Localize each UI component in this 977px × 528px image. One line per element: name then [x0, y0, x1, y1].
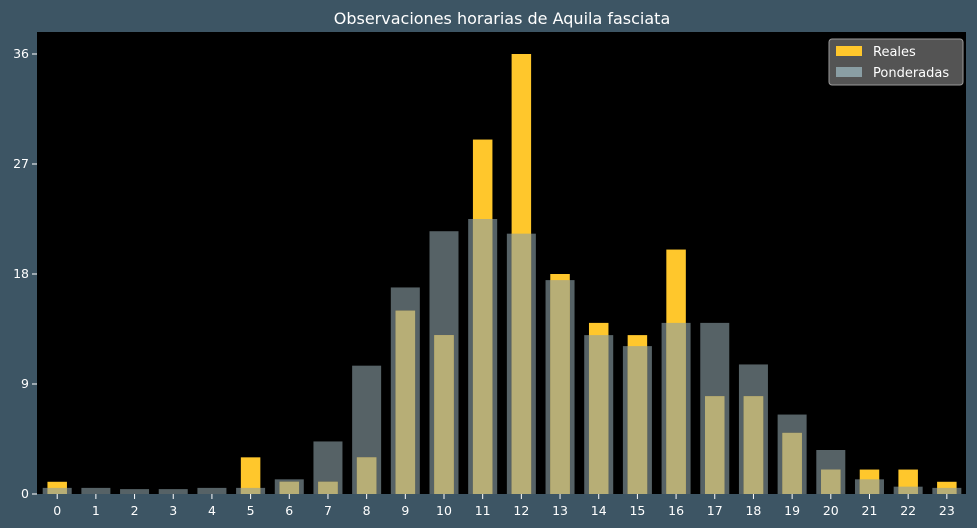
- bar-overlap-9: [395, 310, 416, 494]
- x-tick-label-0: 0: [53, 503, 61, 518]
- y-tick-label-18: 18: [13, 266, 29, 281]
- x-tick-label-2: 2: [131, 503, 139, 518]
- bar-overlap-18: [743, 396, 764, 494]
- bar-overlap-21: [859, 479, 880, 494]
- chart-title: Observaciones horarias de Aquila fasciat…: [334, 9, 671, 28]
- x-tick-label-9: 9: [401, 503, 409, 518]
- y-tick-label-27: 27: [13, 156, 29, 171]
- x-tick-label-16: 16: [668, 503, 684, 518]
- bar-overlap-15: [627, 346, 648, 494]
- x-tick-label-19: 19: [784, 503, 800, 518]
- bar-overlap-22: [898, 486, 918, 494]
- bar-overlap-6: [279, 481, 300, 494]
- x-tick-label-18: 18: [745, 503, 761, 518]
- bar-overlap-10: [434, 335, 454, 494]
- bar-ponderadas-4: [197, 487, 227, 494]
- plot-area: [37, 32, 966, 494]
- x-tick-label-15: 15: [629, 503, 645, 518]
- bar-overlap-5: [240, 487, 261, 494]
- x-tick-label-6: 6: [285, 503, 293, 518]
- y-tick-label-0: 0: [21, 486, 29, 501]
- bar-ponderadas-3: [158, 489, 188, 494]
- bars-layer: [42, 54, 962, 495]
- x-tick-label-8: 8: [363, 503, 371, 518]
- bar-overlap-8: [356, 457, 377, 494]
- bar-overlap-12: [511, 233, 532, 494]
- bar-overlap-16: [666, 322, 686, 494]
- x-tick-label-23: 23: [939, 503, 955, 518]
- x-tick-label-7: 7: [324, 503, 332, 518]
- bar-reales-5: [240, 457, 261, 494]
- x-tick-label-20: 20: [823, 503, 839, 518]
- x-tick-label-11: 11: [475, 503, 491, 518]
- bar-overlap-20: [821, 469, 841, 494]
- x-tick-label-21: 21: [862, 503, 878, 518]
- x-tick-label-3: 3: [169, 503, 177, 518]
- legend-label-ponderadas: Ponderadas: [873, 66, 949, 81]
- bar-overlap-7: [318, 481, 338, 494]
- y-tick-label-36: 36: [13, 46, 29, 61]
- bar-overlap-23: [937, 487, 957, 494]
- x-tick-label-14: 14: [591, 503, 607, 518]
- bar-ponderadas-2: [120, 489, 150, 494]
- bar-overlap-17: [705, 396, 725, 494]
- x-tick-label-1: 1: [92, 503, 100, 518]
- x-tick-label-12: 12: [513, 503, 529, 518]
- legend-swatch-reales: [836, 46, 862, 56]
- x-tick-label-22: 22: [900, 503, 916, 518]
- legend-label-reales: Reales: [873, 45, 916, 60]
- legend-box: [828, 38, 964, 86]
- x-tick-label-5: 5: [247, 503, 255, 518]
- bar-overlap-19: [782, 432, 802, 494]
- legend-swatch-ponderadas: [836, 67, 862, 77]
- bar-overlap-13: [550, 280, 570, 494]
- bar-ponderadas-1: [81, 487, 111, 494]
- bar-overlap-14: [588, 335, 609, 494]
- bar-overlap-11: [472, 219, 493, 494]
- legend: Reales Ponderadas: [828, 38, 964, 86]
- y-tick-label-9: 9: [21, 376, 29, 391]
- x-tick-label-10: 10: [436, 503, 452, 518]
- bar-overlap-0: [47, 487, 67, 494]
- x-tick-label-4: 4: [208, 503, 216, 518]
- x-tick-label-13: 13: [552, 503, 568, 518]
- x-tick-label-17: 17: [707, 503, 723, 518]
